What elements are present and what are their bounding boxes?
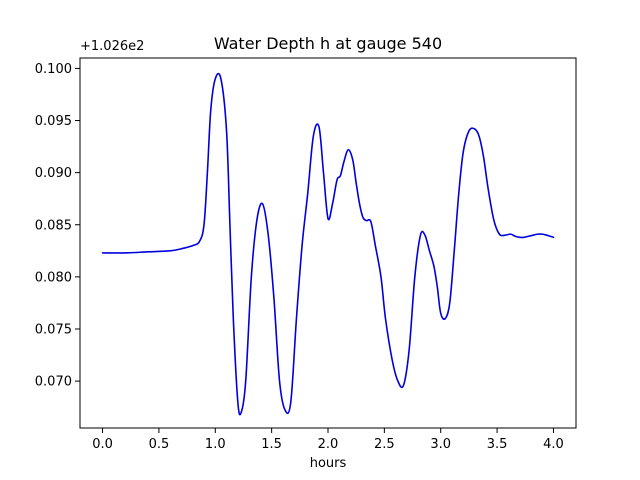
y-tick-label: 0.080 <box>35 270 72 285</box>
x-tick-label: 0.0 <box>92 437 113 452</box>
x-tick-label: 2.5 <box>374 437 395 452</box>
x-tick-label: 2.0 <box>318 437 339 452</box>
x-tick-label: 4.0 <box>543 437 564 452</box>
y-tick-label: 0.070 <box>35 375 72 390</box>
x-axis-label: hours <box>310 456 347 471</box>
y-tick-label: 0.100 <box>35 62 72 77</box>
y-axis-offset-label: +1.026e2 <box>80 39 144 54</box>
y-tick-label: 0.095 <box>35 114 72 129</box>
y-tick-label: 0.090 <box>35 166 72 181</box>
y-axis-ticks: 0.070 0.075 0.080 0.085 0.090 0.095 0.100 <box>35 62 80 390</box>
x-tick-label: 0.5 <box>149 437 170 452</box>
x-tick-label: 3.0 <box>430 437 451 452</box>
y-tick-label: 0.085 <box>35 218 72 233</box>
series-line <box>101 72 555 416</box>
x-tick-label: 1.5 <box>261 437 282 452</box>
chart-title: Water Depth h at gauge 540 <box>214 34 442 53</box>
series-layer <box>101 72 555 416</box>
x-tick-label: 1.0 <box>205 437 226 452</box>
x-axis-ticks: 0.0 0.5 1.0 1.5 2.0 2.5 3.0 3.5 4.0 <box>92 428 564 452</box>
x-tick-label: 3.5 <box>487 437 508 452</box>
plot-area <box>79 57 577 429</box>
y-tick-label: 0.075 <box>35 322 72 337</box>
